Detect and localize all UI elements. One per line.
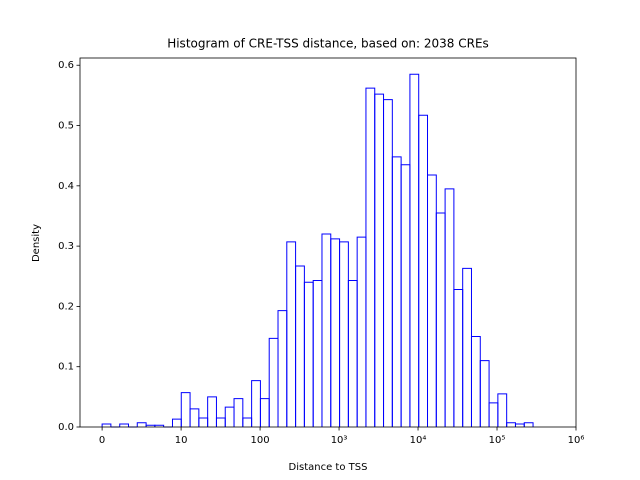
y-tick-label: 0.6 <box>58 60 74 71</box>
x-tick-label: 0 <box>99 435 105 446</box>
histogram-bar <box>233 398 244 427</box>
x-tick-label: 10⁴ <box>410 435 427 446</box>
y-tick-label: 0.5 <box>58 121 74 132</box>
x-tick-label: 10 <box>175 435 188 446</box>
x-tick-label: 10⁵ <box>489 435 506 446</box>
plot-frame <box>79 57 577 428</box>
histogram-bar <box>154 424 165 427</box>
x-axis-label: Distance to TSS <box>289 462 368 473</box>
histogram-bar <box>119 423 129 427</box>
histogram-bar <box>479 360 490 427</box>
y-axis-label: Density <box>31 224 42 262</box>
y-tick-label: 0.1 <box>58 362 74 373</box>
y-tick-label: 0.0 <box>58 422 74 433</box>
y-tick-label: 0.4 <box>58 181 74 192</box>
histogram-bar <box>207 396 217 427</box>
histogram-bar <box>101 423 112 427</box>
chart-title: Histogram of CRE-TSS distance, based on:… <box>167 37 489 51</box>
y-tick-label: 0.3 <box>58 241 74 252</box>
histogram-bar <box>523 422 534 427</box>
histogram-bar <box>497 393 508 427</box>
x-tick-label: 100 <box>251 435 270 446</box>
x-tick-label: 10³ <box>331 435 348 446</box>
y-tick-label: 0.2 <box>58 301 74 312</box>
x-tick-label: 10⁶ <box>568 435 585 446</box>
